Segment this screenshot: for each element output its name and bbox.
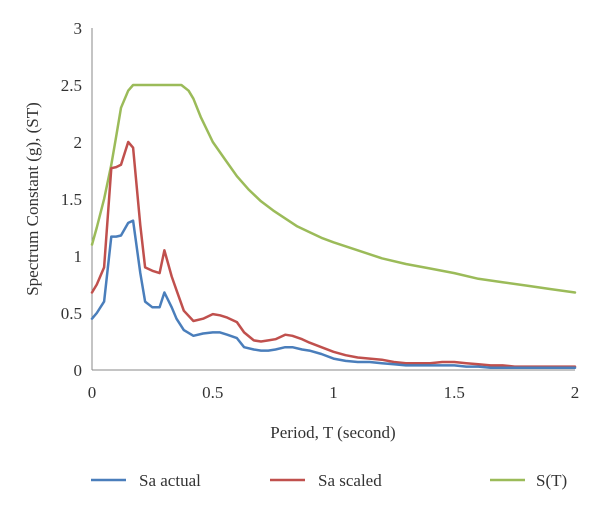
y-tick-label: 2.5 (61, 76, 82, 95)
legend-label-s-t: S(T) (536, 471, 567, 490)
series-line-sa-scaled (90, 140, 577, 368)
series-line-s-t (90, 83, 577, 294)
y-tick-label: 2 (74, 133, 83, 152)
x-tick-label: 1 (329, 383, 338, 402)
x-tick-label: 0 (88, 383, 97, 402)
series-lines (90, 83, 577, 369)
y-tick-labels: 0 0.5 1 1.5 2 2.5 3 (61, 19, 82, 380)
y-tick-label: 1.5 (61, 190, 82, 209)
x-tick-label: 2 (571, 383, 580, 402)
y-tick-label: 1 (74, 247, 83, 266)
y-tick-label: 0 (74, 361, 83, 380)
x-tick-labels: 0 0.5 1 1.5 2 (88, 383, 580, 402)
axes (91, 28, 575, 371)
legend: Sa actual Sa scaled S(T) (91, 471, 567, 490)
x-axis-title: Period, T (second) (270, 423, 395, 442)
x-tick-label: 1.5 (444, 383, 465, 402)
series-line-sa-actual (90, 219, 577, 369)
y-tick-label: 3 (74, 19, 83, 38)
x-tick-label: 0.5 (202, 383, 223, 402)
y-tick-label: 0.5 (61, 304, 82, 323)
legend-label-sa-actual: Sa actual (139, 471, 201, 490)
legend-label-sa-scaled: Sa scaled (318, 471, 382, 490)
y-axis-title: Spectrum Constant (g), (ST) (23, 102, 42, 296)
